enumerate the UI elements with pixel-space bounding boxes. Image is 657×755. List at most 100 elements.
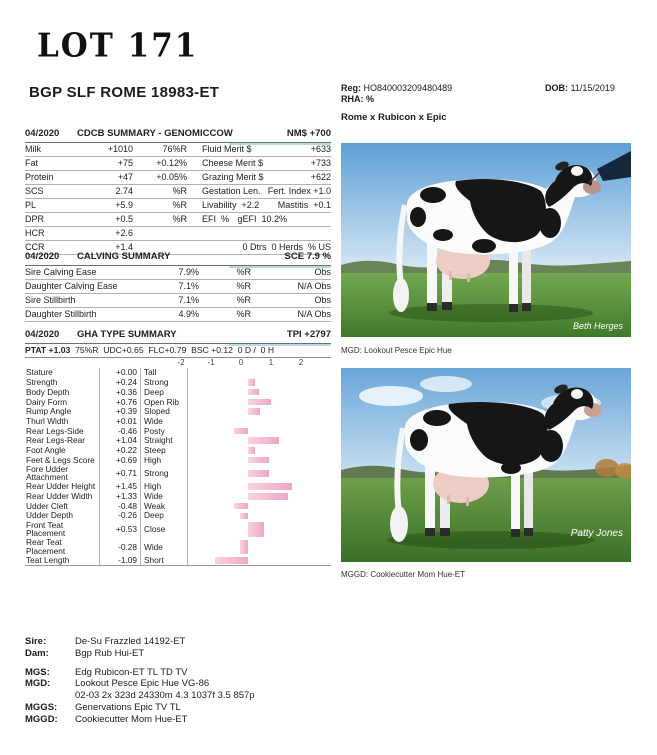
scale-tick: 1 (268, 358, 274, 367)
trait-label: Feet & Legs Score (25, 455, 100, 465)
pedigree-value: Edg Rubicon-ET TL TD TV (75, 666, 188, 678)
ptat-line: PTAT +1.03 75%R UDC+0.65 FLC+0.79 BSC +0… (25, 344, 331, 358)
cell: Mastitis +0.1 (277, 200, 331, 210)
gha-title: GHA TYPE SUMMARY (77, 329, 177, 340)
scale-tick: 2 (298, 358, 304, 367)
cell: Protein (25, 172, 54, 182)
trait-bar (248, 437, 280, 444)
pedigree-row: MGS: Edg Rubicon-ET TL TD TV (25, 667, 255, 679)
pedigree-row: MGGS: Genervations Epic TV TL (25, 702, 255, 714)
trait-bar (240, 512, 248, 520)
trait-bar-track (188, 521, 331, 539)
trait-row: Stature +0.00 Tall (25, 368, 331, 378)
cell: EFI % (202, 214, 230, 224)
pedigree-label: MGS: (25, 666, 50, 678)
cell: +0.12% (156, 158, 187, 168)
pedigree-value: Lookout Pesce Epic Hue VG-86 (75, 678, 210, 690)
trait-bar (248, 483, 292, 490)
cell: Daughter Calving Ease (25, 281, 118, 291)
cell: Cheese Merit $ (202, 158, 264, 168)
cell (133, 228, 187, 238)
photo-mgd: Beth Herges (341, 143, 631, 337)
cell: +5.9 (115, 200, 133, 210)
cell: +0.05% (156, 172, 187, 182)
cell: +733 (310, 158, 331, 168)
pedigree-label: MGGD: (25, 713, 58, 725)
trait-bar (248, 388, 259, 396)
cell: PL (25, 200, 37, 210)
trait-bar-track (188, 538, 331, 556)
trait-value: +0.71 (100, 464, 141, 482)
table-row: CCR +1.4 0 Dtrs 0 Herds % US (25, 241, 331, 255)
pedigree-row: 02-03 2x 323d 24330m 4.3 1037f 3.5 857p (25, 690, 255, 702)
trait-bar-track (188, 387, 331, 397)
trait-value: +0.39 (100, 406, 141, 417)
trait-bar-track (188, 378, 331, 388)
cell: +622 (310, 172, 331, 182)
cow-photo-illustration: Patty Jones (341, 368, 631, 562)
trait-label: Fore Udder Attachment (25, 465, 100, 482)
trait-descriptor: Posty (141, 426, 188, 436)
trait-value: +0.76 (100, 397, 141, 407)
trait-row: Rear Udder Height +1.45 High (25, 481, 331, 492)
cell: Daughter Stillbirth (25, 309, 97, 319)
trait-row: Udder Depth -0.26 Deep (25, 510, 331, 521)
scale-tick: -1 (207, 358, 215, 367)
cell: Milk (25, 144, 41, 154)
animal-name: BGP SLF ROME 18983-ET (29, 84, 220, 101)
trait-label: Teat Length (25, 555, 100, 566)
cell: +0.5 (115, 214, 133, 224)
cdcb-date: 04/2020 (25, 128, 60, 139)
trait-bar (248, 522, 264, 537)
dob-value: 11/15/2019 (570, 83, 615, 93)
cell: HCR (25, 228, 45, 238)
cdcb-nm: NM$ +700 (286, 128, 331, 139)
trait-value: +1.33 (100, 491, 141, 502)
table-row: Daughter Stillbirth 4.9% %R N/A Obs (25, 308, 331, 322)
table-row: SCS 2.74 %R Gestation Len. Fert. Index +1.0 (25, 185, 331, 199)
trait-descriptor: Deep (141, 387, 188, 398)
trait-descriptor: Wide (141, 416, 188, 427)
trait-value: +1.45 (100, 481, 141, 492)
trait-row: Rear Udder Width +1.33 Wide (25, 491, 331, 502)
trait-row: Thurl Width +0.01 Wide (25, 416, 331, 427)
trait-row: Strength +0.24 Strong (25, 377, 331, 388)
trait-bar (248, 398, 271, 406)
pedigree-row: Sire: De-Su Frazzled 14192-ET (25, 636, 255, 648)
trait-bar-track (188, 501, 331, 511)
cdcb-summary-table: 04/2020 CDCB SUMMARY - GENOMICCOW NM$ +7… (25, 127, 331, 255)
trait-label: Dairy Form (25, 397, 100, 407)
cell: %R (236, 267, 251, 277)
calving-date: 04/2020 (25, 251, 60, 262)
cdcb-title: CDCB SUMMARY - GENOMICCOW (77, 128, 233, 139)
cdcb-header: 04/2020 CDCB SUMMARY - GENOMICCOW NM$ +7… (25, 127, 331, 145)
trait-descriptor: Strong (141, 377, 188, 388)
trait-value: +0.69 (100, 455, 141, 465)
lot-number: LOT 171 (37, 27, 199, 65)
pedigree-block: Sire: De-Su Frazzled 14192-ET Dam: Bgp Rub… (25, 636, 255, 726)
trait-row: Body Depth +0.36 Deep (25, 387, 331, 398)
trait-label: Front Teat Placement (25, 520, 100, 539)
pedigree-row: MGGD: Cookiecutter Mom Hue-ET (25, 714, 255, 726)
cell: %R (236, 281, 251, 291)
trait-descriptor: Strong (141, 464, 188, 482)
trait-row: Dairy Form +0.76 Open Rib (25, 397, 331, 407)
trait-bar (248, 456, 269, 464)
trait-bar-track (188, 416, 331, 426)
trait-descriptor: Wide (141, 538, 188, 556)
ptat-value: PTAT +1.03 (25, 345, 71, 355)
cell: +1.4 (115, 242, 133, 252)
trait-row: Teat Length -1.09 Short (25, 555, 331, 566)
table-row: Sire Calving Ease 7.9% %R Obs (25, 266, 331, 280)
photographer-signature: Beth Herges (573, 321, 624, 331)
cell: +633 (310, 144, 331, 154)
calving-title: CALVING SUMMARY (77, 251, 171, 262)
pedigree-label: MGGS: (25, 701, 58, 713)
trait-value: -1.09 (100, 555, 141, 566)
trait-value: +0.24 (100, 377, 141, 388)
trait-row: Rear Teat Placement -0.28 Wide (25, 538, 331, 556)
cell: %R (172, 186, 187, 196)
cell: Sire Calving Ease (25, 267, 97, 277)
trait-label: Strength (25, 377, 100, 388)
